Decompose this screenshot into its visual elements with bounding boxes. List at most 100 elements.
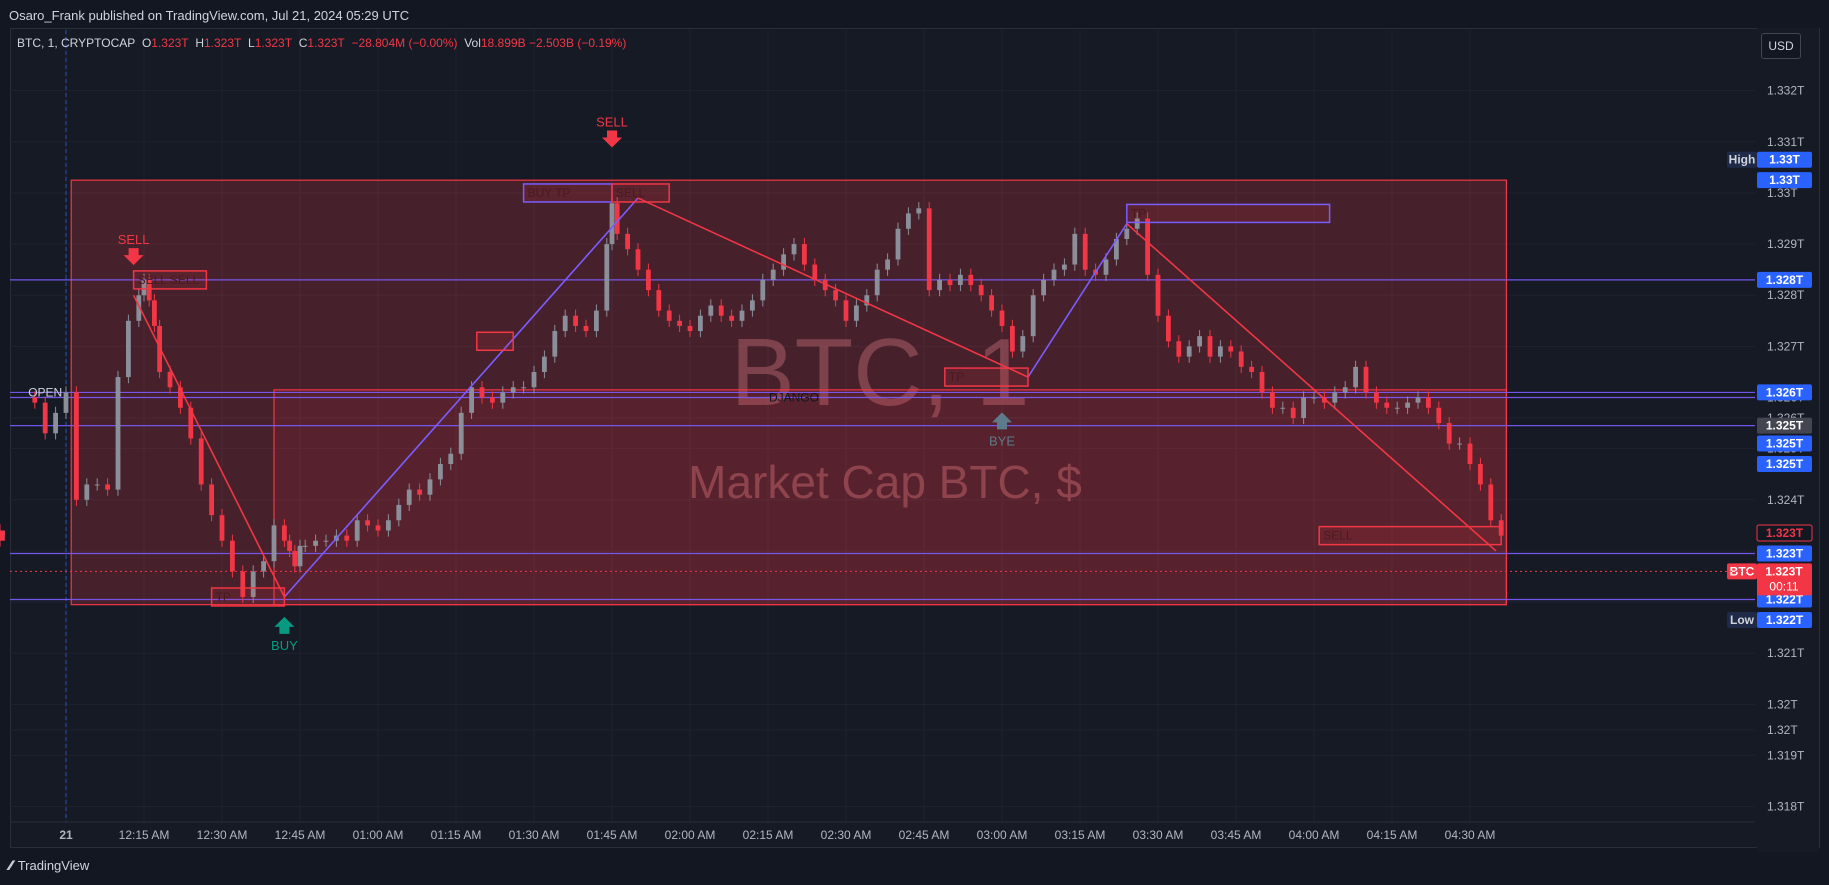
footer-brand[interactable]: TradingView: [17, 857, 90, 873]
price-label-bg: [1757, 151, 1812, 168]
candle-body: [323, 540, 329, 542]
candle-body: [500, 392, 506, 403]
price-label: 1.328T: [1766, 273, 1804, 287]
candle-body: [604, 244, 610, 311]
label-box-text: BUY TP: [528, 186, 571, 200]
candle-body: [978, 285, 984, 296]
price-label-bg: [1757, 611, 1812, 628]
candle-body: [438, 464, 443, 480]
candle-body: [1051, 269, 1057, 280]
candle-body: [63, 392, 69, 413]
candle-body: [1415, 397, 1421, 403]
legend-open-label: O: [141, 36, 152, 50]
candle-body: [1041, 279, 1046, 296]
candle-body: [167, 371, 173, 388]
annotation-label: SELL: [118, 232, 150, 247]
candle-body: [448, 453, 454, 465]
last-price-box: [1757, 563, 1812, 596]
candle-body: [937, 279, 942, 291]
candle-body: [1207, 336, 1213, 357]
chart-frame[interactable]: [10, 28, 1820, 848]
y-tick-label: 1.324T: [1767, 493, 1805, 507]
candle-body: [739, 310, 745, 321]
candle-body: [1218, 346, 1223, 357]
ohlc-legend: BTC, 1, CRYPTOCAP O1.323T H1.323T L1.323…: [17, 36, 626, 50]
legend-vol-value: 18.899B: [480, 36, 526, 50]
candle-body: [926, 208, 932, 291]
candle-body: [1426, 397, 1431, 408]
candle-body: [1478, 464, 1483, 485]
x-tick-label: 03:45 AM: [1211, 828, 1262, 842]
candle-body: [1405, 402, 1410, 408]
x-tick-label: 21: [59, 828, 73, 842]
currency-button[interactable]: USD: [1761, 33, 1801, 59]
candle-body: [74, 392, 79, 500]
x-tick-label: 04:00 AM: [1289, 828, 1340, 842]
candle-body: [614, 203, 620, 234]
candle-body: [469, 387, 474, 413]
x-tick-label: 12:15 AM: [119, 828, 170, 842]
candle-body: [968, 274, 974, 286]
x-tick-label: 03:30 AM: [1133, 828, 1184, 842]
candle-body: [708, 305, 714, 316]
y-tick-label: 1.321T: [1767, 646, 1805, 660]
candle-body: [864, 295, 870, 306]
candle-body: [791, 244, 797, 255]
candle-body: [1290, 407, 1296, 418]
candle-body: [1166, 315, 1171, 342]
candle-body: [1197, 336, 1202, 347]
publish-info: Osaro_Frank published on TradingView.com…: [9, 8, 410, 23]
candle-body: [781, 254, 786, 270]
y-tick-label: 1.32T: [1767, 697, 1798, 711]
x-tick-label: 02:45 AM: [899, 828, 950, 842]
x-tick-label: 01:15 AM: [431, 828, 482, 842]
candle-body: [178, 387, 183, 408]
candle-body: [32, 397, 38, 403]
annotation-label: BYE: [989, 433, 1015, 448]
price-label-bg: [1757, 384, 1812, 401]
candle-body: [146, 279, 152, 301]
price-label-bg: [1727, 611, 1757, 628]
candle-body: [386, 520, 391, 531]
candle-body: [302, 545, 308, 547]
candle-body: [843, 300, 849, 321]
candle-body: [458, 412, 464, 454]
candle-body: [833, 290, 838, 301]
candle-body: [152, 300, 157, 326]
candle-body: [635, 249, 641, 270]
candle-body: [718, 305, 724, 316]
candle-body: [521, 387, 526, 389]
label-box: [1318, 525, 1502, 546]
legend-vol-change: −2.503B (−0.19%): [528, 36, 627, 50]
price-label: BTC: [1730, 564, 1755, 578]
y-tick-label: 1.33T: [1767, 186, 1798, 200]
candle-body: [947, 279, 953, 286]
price-label: High: [1729, 153, 1756, 167]
y-tick-label: 1.32T: [1767, 723, 1798, 737]
candle-body: [1124, 228, 1130, 239]
candle-body: [53, 412, 58, 434]
annotation-label: OPEN: [28, 385, 62, 399]
label-box: [944, 367, 1029, 387]
watermark-title: BTC, 1: [731, 319, 1030, 426]
label-box-text: TP: [216, 590, 231, 604]
candle-body: [760, 279, 766, 301]
candle-body: [573, 315, 578, 326]
candle-body: [687, 325, 693, 332]
label-box: [132, 270, 208, 290]
legend-high-label: H: [195, 36, 204, 50]
candle-body: [812, 264, 818, 280]
candle-body: [479, 387, 485, 398]
candle-body: [105, 484, 110, 490]
candle-body: [287, 540, 292, 551]
candle-body: [958, 274, 963, 286]
candle-body: [1467, 443, 1473, 465]
price-label-bg: [1757, 456, 1812, 473]
candle-body: [261, 561, 266, 572]
x-tick-label: 02:00 AM: [665, 828, 716, 842]
price-label: 1.323T: [1766, 547, 1804, 561]
candle-body: [677, 320, 682, 326]
tradingview-logo-icon[interactable]: ⁄∕: [9, 857, 13, 873]
x-tick-label: 02:30 AM: [821, 828, 872, 842]
